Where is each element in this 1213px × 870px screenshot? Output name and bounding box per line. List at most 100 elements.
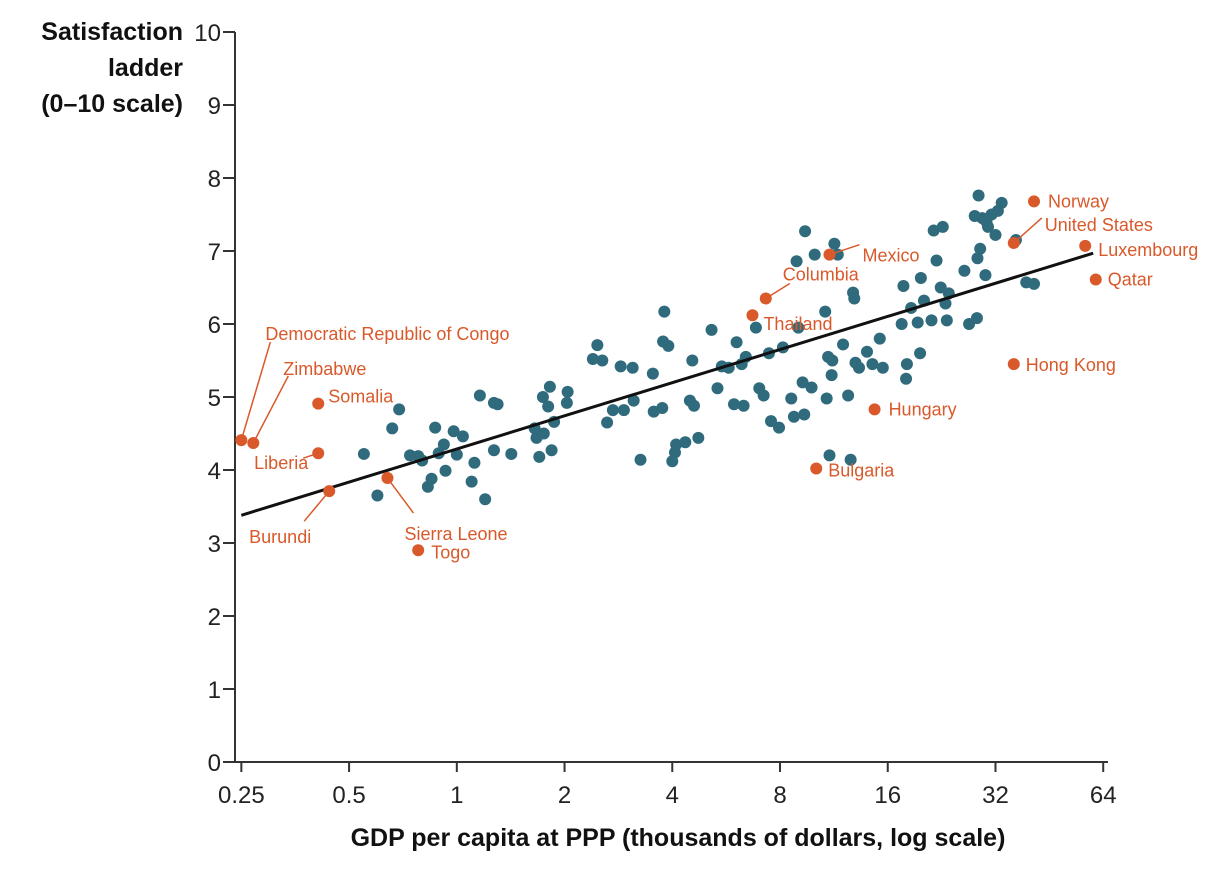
country-point bbox=[837, 338, 850, 351]
highlight-norway: Norway bbox=[1028, 191, 1109, 211]
y-axis-title: Satisfaction ladder (0–10 scale) bbox=[41, 18, 183, 118]
country-point bbox=[505, 447, 518, 460]
x-tick-label: 0.25 bbox=[218, 782, 265, 809]
x-tick-label: 4 bbox=[666, 782, 679, 809]
highlight-sierra-leone: Sierra Leone bbox=[381, 472, 508, 544]
country-point bbox=[826, 354, 839, 367]
country-point bbox=[439, 464, 452, 477]
country-point bbox=[825, 369, 838, 382]
highlight-togo: Togo bbox=[412, 542, 470, 562]
country-point bbox=[876, 361, 889, 374]
country-point bbox=[662, 339, 675, 352]
highlight-liberia: Liberia bbox=[254, 447, 325, 473]
highlight-label: Norway bbox=[1048, 191, 1109, 211]
highlight-label: Hong Kong bbox=[1026, 355, 1116, 375]
country-point bbox=[820, 392, 833, 405]
country-point bbox=[787, 410, 800, 423]
highlight-point bbox=[1007, 358, 1020, 371]
country-point bbox=[974, 242, 987, 255]
country-point bbox=[799, 225, 812, 238]
highlight-thailand: Thailand bbox=[746, 309, 832, 334]
highlight-label: Togo bbox=[431, 542, 470, 562]
x-tick-label: 8 bbox=[773, 782, 786, 809]
highlight-point bbox=[1089, 273, 1102, 286]
highlight-label: Somalia bbox=[328, 387, 394, 407]
country-point bbox=[853, 361, 866, 374]
country-point bbox=[873, 332, 886, 345]
country-point bbox=[686, 354, 699, 367]
highlight-burundi: Burundi bbox=[249, 485, 336, 547]
highlight-point bbox=[312, 397, 325, 410]
country-point bbox=[958, 264, 971, 277]
highlight-columbia: Columbia bbox=[759, 264, 860, 305]
highlight-united-states: United States bbox=[1007, 215, 1153, 249]
country-point bbox=[371, 489, 384, 502]
y-tick-label: 5 bbox=[208, 385, 221, 412]
country-point bbox=[982, 220, 995, 233]
country-point bbox=[805, 381, 818, 394]
highlight-label: Hungary bbox=[889, 399, 957, 419]
country-point bbox=[386, 422, 399, 435]
y-tick-label: 7 bbox=[208, 239, 221, 266]
country-point bbox=[930, 254, 943, 267]
y-tick-label: 10 bbox=[194, 20, 221, 47]
highlight-point bbox=[868, 403, 881, 416]
y-tick-label: 9 bbox=[208, 93, 221, 120]
highlight-label: Sierra Leone bbox=[404, 524, 507, 544]
highlight-point bbox=[1007, 236, 1020, 249]
leader-line bbox=[252, 375, 289, 444]
country-point bbox=[995, 196, 1008, 209]
highlight-point bbox=[746, 309, 759, 322]
country-point bbox=[895, 318, 908, 330]
country-point bbox=[447, 425, 460, 438]
country-point bbox=[828, 237, 841, 250]
highlight-label: Bulgaria bbox=[828, 461, 895, 481]
country-point bbox=[606, 404, 619, 417]
country-point bbox=[730, 336, 743, 349]
country-point bbox=[971, 252, 984, 265]
country-point bbox=[688, 399, 701, 412]
highlight-label: Zimbabwe bbox=[283, 359, 366, 379]
country-point bbox=[927, 224, 940, 237]
country-point bbox=[860, 345, 873, 358]
x-tick-label: 1 bbox=[450, 782, 463, 809]
country-point bbox=[479, 493, 492, 506]
leader-line bbox=[240, 341, 272, 441]
country-point bbox=[670, 438, 683, 451]
country-point bbox=[425, 472, 438, 485]
trend-line-group bbox=[240, 251, 1094, 517]
y-axis-title-line-3: (0–10 scale) bbox=[41, 90, 183, 118]
country-point bbox=[473, 389, 486, 402]
highlight-point bbox=[235, 434, 248, 447]
country-point bbox=[596, 354, 609, 367]
country-point bbox=[773, 421, 786, 434]
y-axis-title-line-1: Satisfaction bbox=[41, 18, 183, 46]
highlight-point bbox=[1079, 239, 1092, 252]
country-point bbox=[601, 416, 614, 429]
highlight-point bbox=[312, 447, 325, 460]
highlight-label: Thailand bbox=[763, 314, 832, 334]
country-point bbox=[468, 456, 481, 469]
highlight-point bbox=[810, 462, 823, 475]
country-point bbox=[989, 228, 1002, 241]
x-tick-label: 2 bbox=[558, 782, 571, 809]
country-point bbox=[450, 448, 463, 461]
highlight-point bbox=[247, 436, 260, 449]
country-point bbox=[765, 415, 778, 428]
country-point bbox=[914, 347, 927, 360]
country-point bbox=[796, 376, 809, 389]
country-point bbox=[808, 248, 821, 261]
highlight-point bbox=[412, 544, 425, 557]
highlight-label: Mexico bbox=[863, 246, 920, 266]
highlight-label: Liberia bbox=[254, 453, 309, 473]
country-point bbox=[533, 450, 546, 463]
country-point bbox=[656, 401, 669, 414]
y-ticks: 0 1 2 3 4 5 6 7 8 9 10 bbox=[194, 20, 235, 777]
country-point bbox=[844, 453, 857, 466]
country-point bbox=[737, 399, 750, 412]
highlight-hungary: Hungary bbox=[868, 399, 957, 419]
trend-line bbox=[240, 251, 1094, 517]
x-axis-title: GDP per capita at PPP (thousands of doll… bbox=[351, 824, 1006, 852]
country-point bbox=[679, 436, 692, 449]
highlight-mexico: Mexico bbox=[823, 243, 920, 266]
